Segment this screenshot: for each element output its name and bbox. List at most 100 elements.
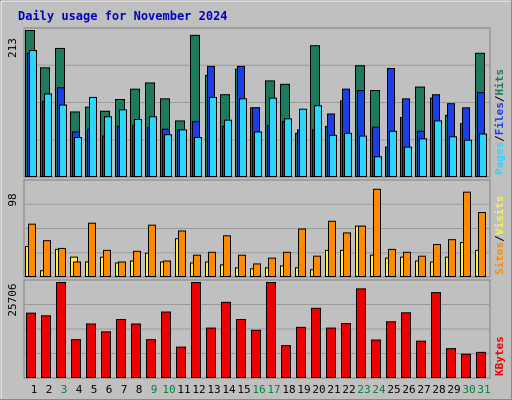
panels-group: 213Pages/Files/Hits98Sites/Visits25706KB… — [6, 27, 506, 379]
visits-sites-bar-sites-8 — [133, 250, 141, 278]
kbytes-bar-kbytes-4 — [71, 339, 81, 379]
visits-sites-bar-sites-20 — [313, 255, 321, 277]
visits-sites-bar-sites-12 — [193, 254, 201, 278]
x-tick-label-5: 5 — [91, 383, 98, 396]
hits-files-pages-bar-pages-31 — [479, 133, 487, 178]
hits-files-pages-bar-pages-22 — [344, 132, 352, 177]
hits-files-pages-bar-pages-26 — [404, 146, 412, 178]
visits-sites-bar-sites-30 — [463, 191, 471, 277]
hits-files-pages-bar-pages-5 — [89, 96, 97, 177]
hits-files-pages-bar-pages-28 — [434, 120, 442, 177]
x-tick-labels: 1 2 3 4 5 6 7 8 9 10 11 12 13 14 15 16 17 18 19 20 21 22 23 24 2… — [31, 383, 491, 396]
hits-files-pages-bar-pages-21 — [329, 134, 337, 178]
x-tick-label-12: 12 — [192, 383, 205, 396]
hits-files-pages-bar-pages-15 — [239, 98, 247, 177]
hits-files-pages-bar-pages-1 — [29, 50, 37, 177]
visits-sites-bar-sites-18 — [283, 251, 291, 277]
visits-sites-bar-sites-19 — [298, 228, 306, 277]
kbytes-bar-kbytes-9 — [146, 339, 156, 379]
hits-files-pages-bar-pages-8 — [134, 119, 142, 177]
x-tick-label-14: 14 — [222, 383, 236, 396]
x-tick-label-10: 10 — [162, 383, 175, 396]
x-tick-label-23: 23 — [357, 383, 370, 396]
visits-sites-bar-sites-22 — [343, 232, 351, 277]
visits-sites-bar-sites-2 — [43, 240, 51, 278]
visits-sites-bar-sites-15 — [238, 254, 246, 278]
x-tick-label-18: 18 — [282, 383, 295, 396]
x-tick-label-25: 25 — [387, 383, 400, 396]
x-tick-label-6: 6 — [106, 383, 113, 396]
kbytes-bar-kbytes-29 — [446, 348, 456, 379]
visits-sites-bar-sites-31 — [478, 212, 486, 278]
kbytes-bar-kbytes-15 — [236, 318, 246, 379]
hits-files-pages-bar-pages-19 — [299, 108, 307, 177]
chart-title: Daily usage for November 2024 — [18, 9, 228, 23]
kbytes-bar-kbytes-18 — [281, 345, 291, 378]
visits-sites-bar-sites-23 — [358, 225, 366, 278]
kbytes-bar-kbytes-12 — [191, 282, 201, 378]
x-tick-label-3: 3 — [61, 383, 68, 396]
kbytes-panel: 25706 KBytes — [6, 279, 506, 379]
kbytes-bar-kbytes-16 — [251, 329, 261, 378]
kbytes-bar-kbytes-2 — [41, 315, 51, 379]
x-tick-label-29: 29 — [447, 383, 460, 396]
visits-sites-bar-sites-11 — [178, 230, 186, 278]
x-tick-label-24: 24 — [372, 383, 386, 396]
hits-files-pages-bar-pages-16 — [254, 131, 262, 177]
kbytes-bar-kbytes-13 — [206, 327, 216, 378]
hits-files-pages-bar-pages-11 — [179, 129, 187, 177]
kbytes-side-label: KBytes — [493, 336, 506, 376]
visits-sites-bar-sites-10 — [163, 260, 171, 278]
hits-files-pages-bar-pages-2 — [44, 93, 52, 177]
kbytes-side-label-part: KBytes — [493, 336, 506, 376]
kbytes-bar-kbytes-7 — [116, 318, 126, 379]
visits-sites-ymax-label: 98 — [6, 193, 19, 206]
hits-files-pages-bar-pages-9 — [149, 116, 157, 178]
kbytes-bar-kbytes-23 — [356, 288, 366, 379]
visits-sites-bar-sites-9 — [148, 224, 156, 277]
kbytes-bar-kbytes-10 — [161, 311, 171, 378]
visits-sites-panel: 98 Sites/Visits — [6, 179, 506, 278]
visits-sites-side-label-part: / — [493, 235, 506, 242]
visits-sites-bar-sites-17 — [268, 257, 276, 277]
x-tick-label-15: 15 — [237, 383, 250, 396]
hits-files-pages-bar-pages-6 — [104, 116, 112, 178]
kbytes-bar-kbytes-11 — [176, 346, 186, 378]
visits-sites-side-label: Sites/Visits — [493, 196, 506, 276]
hits-files-pages-bar-pages-7 — [119, 109, 127, 177]
hits-files-pages-bar-pages-13 — [209, 96, 217, 177]
hits-files-pages-side-label: Pages/Files/Hits — [493, 69, 506, 175]
kbytes-bar-kbytes-27 — [416, 340, 426, 378]
x-tick-label-2: 2 — [46, 383, 53, 396]
kbytes-bar-kbytes-6 — [101, 331, 111, 379]
x-tick-label-19: 19 — [297, 383, 310, 396]
x-tick-label-26: 26 — [402, 383, 415, 396]
visits-sites-bar-sites-29 — [448, 239, 456, 277]
kbytes-bar-kbytes-19 — [296, 326, 306, 379]
x-tick-label-30: 30 — [462, 383, 475, 396]
hits-files-pages-side-label-part: Hits — [493, 69, 506, 96]
x-tick-label-16: 16 — [252, 383, 265, 396]
x-tick-label-11: 11 — [177, 383, 190, 396]
kbytes-bar-kbytes-14 — [221, 301, 231, 379]
hits-files-pages-side-label-part: / — [493, 95, 506, 102]
visits-sites-bar-sites-21 — [328, 220, 336, 278]
visits-sites-bar-sites-14 — [223, 235, 231, 278]
visits-sites-bar-sites-13 — [208, 251, 216, 277]
x-tick-label-9: 9 — [151, 383, 158, 396]
visits-sites-side-label-part: Visits — [493, 196, 506, 236]
hits-files-pages-bar-pages-24 — [374, 156, 382, 178]
kbytes-bar-kbytes-17 — [266, 282, 276, 378]
hits-files-pages-bar-pages-20 — [314, 105, 322, 177]
visits-sites-bar-sites-4 — [73, 261, 81, 278]
visits-sites-bar-sites-28 — [433, 244, 441, 277]
x-tick-label-7: 7 — [121, 383, 128, 396]
hits-files-pages-side-label-part: / — [493, 135, 506, 142]
hits-files-pages-bar-pages-29 — [449, 136, 457, 178]
hits-files-pages-bar-pages-14 — [224, 119, 232, 177]
kbytes-bar-kbytes-28 — [431, 292, 441, 378]
visits-sites-bar-sites-16 — [253, 263, 261, 277]
visits-sites-bar-sites-5 — [88, 222, 96, 277]
hits-files-pages-bar-pages-12 — [194, 136, 202, 177]
kbytes-bar-kbytes-1 — [26, 312, 36, 378]
